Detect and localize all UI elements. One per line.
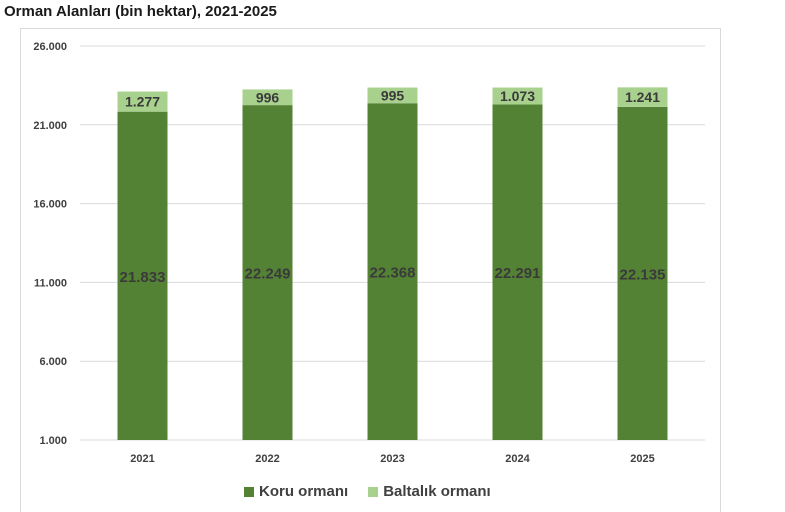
x-tick-label: 2021	[130, 453, 154, 465]
data-label-koru: 22.368	[370, 265, 416, 282]
y-tick-label: 6.000	[39, 356, 67, 368]
data-label-baltalik: 995	[381, 87, 405, 103]
legend-swatch-baltalik	[368, 486, 379, 497]
x-tick-label: 2025	[630, 453, 654, 465]
y-tick-label: 21.000	[33, 120, 67, 132]
bar-baltalik	[242, 89, 293, 106]
data-label-baltalik: 1.277	[125, 94, 160, 110]
legend-label-koru: Koru ormanı	[259, 483, 349, 500]
legend: Koru ormanı Baltalık ormanı	[244, 483, 511, 500]
legend-swatch-koru	[244, 486, 254, 497]
data-label-koru: 22.135	[620, 266, 666, 283]
bar-baltalik	[117, 91, 168, 112]
bar-baltalik	[617, 87, 668, 107]
bar-koru	[117, 111, 168, 440]
data-label-koru: 22.291	[495, 265, 541, 282]
data-label-baltalik: 1.073	[500, 88, 535, 104]
y-tick-label: 11.000	[34, 277, 67, 289]
chart-title: Orman Alanları (bin hektar), 2021-2025	[4, 3, 277, 20]
legend-label-baltalik: Baltalık ormanı	[383, 483, 491, 500]
x-tick-label: 2023	[380, 453, 404, 465]
data-label-koru: 21.833	[120, 269, 166, 286]
y-tick-label: 26.000	[33, 41, 67, 53]
y-tick-label: 1.000	[39, 435, 67, 447]
bar-koru	[242, 105, 293, 441]
legend-item-koru: Koru ormanı	[244, 483, 348, 500]
legend-item-baltalik: Baltalık ormanı	[368, 483, 491, 500]
bar-koru	[617, 106, 668, 440]
bar-koru	[492, 104, 543, 440]
bar-koru	[367, 103, 418, 440]
y-tick-label: 16.000	[33, 199, 67, 211]
bar-baltalik	[492, 87, 543, 105]
data-label-baltalik: 1.241	[625, 89, 660, 105]
x-tick-label: 2022	[255, 453, 279, 465]
x-tick-label: 2024	[505, 453, 530, 465]
bar-baltalik	[367, 87, 418, 104]
data-label-baltalik: 996	[256, 89, 280, 105]
data-label-koru: 22.249	[245, 266, 291, 283]
